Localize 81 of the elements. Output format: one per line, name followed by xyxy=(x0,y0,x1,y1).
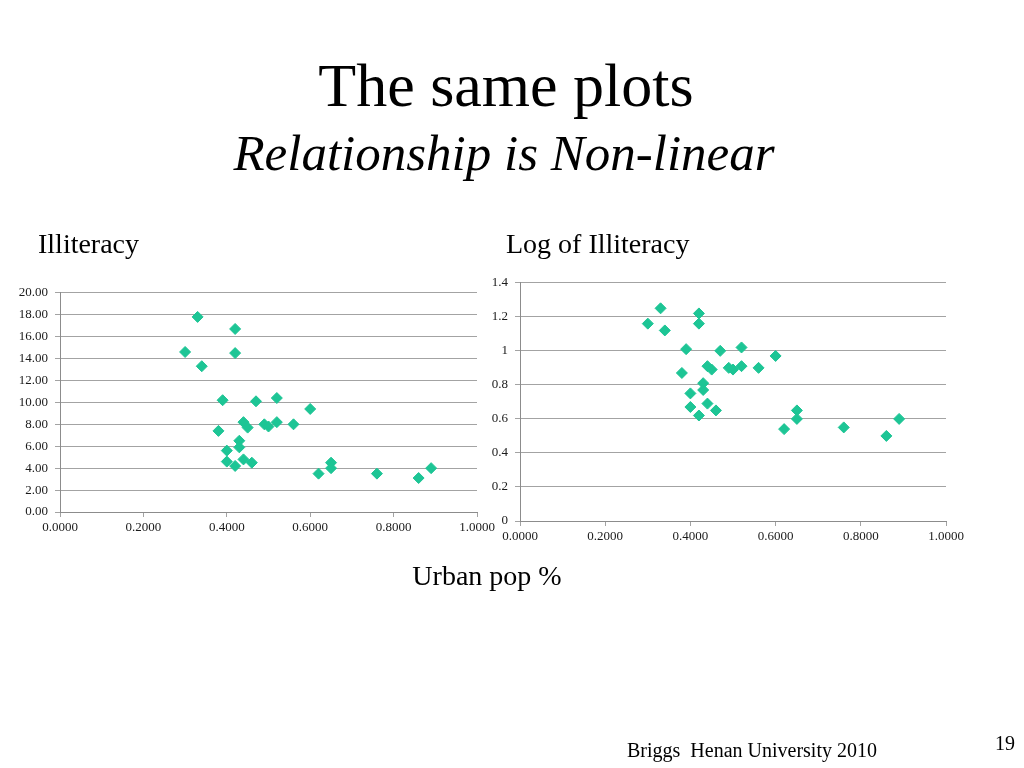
y-tick-label: 10.00 xyxy=(18,393,48,409)
y-tick-label: 20.00 xyxy=(18,284,48,300)
point xyxy=(714,344,727,357)
point xyxy=(684,387,697,400)
point xyxy=(735,341,748,354)
x-axis-title: Urban pop % xyxy=(412,560,562,591)
point xyxy=(212,424,225,437)
point xyxy=(270,392,283,405)
point xyxy=(680,343,693,356)
y-tick-label: 14.00 xyxy=(18,349,48,365)
x-tick-label: 0.2000 xyxy=(125,519,162,535)
point xyxy=(692,317,705,330)
point xyxy=(675,366,688,379)
point xyxy=(195,360,208,373)
point xyxy=(216,394,229,407)
chart-title: The same plots xyxy=(318,51,694,119)
y-tick-label: 0.8 xyxy=(491,376,508,392)
point xyxy=(312,467,325,480)
y-tick-label: 0 xyxy=(501,512,508,528)
y-tick-label: 2.00 xyxy=(25,481,48,497)
point xyxy=(229,322,242,335)
point xyxy=(709,404,722,417)
point xyxy=(701,397,714,410)
y-tick-label: 18.00 xyxy=(18,306,48,322)
point xyxy=(270,416,283,429)
point xyxy=(641,317,654,330)
x-tick-label: 0.0000 xyxy=(502,528,538,544)
point xyxy=(778,423,791,436)
point xyxy=(769,349,782,362)
point xyxy=(229,459,242,472)
point xyxy=(880,429,893,442)
point xyxy=(229,347,242,360)
y-tick-label: 16.00 xyxy=(18,328,48,344)
x-tick-label: 1.0000 xyxy=(459,519,495,535)
x-tick-label: 0.4000 xyxy=(208,519,245,535)
y-axis-title: Illiteracy xyxy=(38,228,140,259)
point xyxy=(220,455,233,468)
point xyxy=(837,421,850,434)
point xyxy=(304,402,317,415)
y-tick-label: 0.6 xyxy=(491,410,509,426)
y-tick-label: 6.00 xyxy=(25,437,48,453)
x-tick-label: 0.8000 xyxy=(375,519,412,535)
point xyxy=(425,462,438,475)
y-axis-title: Log of Illiteracy xyxy=(506,228,690,259)
point xyxy=(237,453,250,466)
point xyxy=(735,360,748,373)
point xyxy=(412,472,425,485)
text: Briggs Henan University 2010 xyxy=(627,739,877,761)
x-tick-label: 0.4000 xyxy=(672,528,709,544)
x-tick-label: 0.6000 xyxy=(292,519,329,535)
point xyxy=(692,409,705,422)
point xyxy=(191,310,204,323)
y-tick-label: 8.00 xyxy=(25,415,48,431)
y-tick-label: 1.2 xyxy=(491,308,508,324)
y-tick-label: 1 xyxy=(501,342,508,358)
point xyxy=(220,444,233,457)
x-tick-label: 0.0000 xyxy=(42,519,78,535)
point xyxy=(654,302,667,315)
y-tick-label: 0.2 xyxy=(491,478,508,494)
x-tick-label: 0.2000 xyxy=(587,528,624,544)
point xyxy=(658,324,671,337)
chart-subtitle: Relationship is Non-linear xyxy=(233,125,775,181)
y-tick-label: 4.00 xyxy=(25,459,48,475)
point xyxy=(893,412,906,425)
y-tick-label: 0.4 xyxy=(491,444,509,460)
x-tick-label: 0.8000 xyxy=(842,528,879,544)
y-tick-label: 1.4 xyxy=(491,274,509,290)
point xyxy=(249,395,262,408)
point xyxy=(692,307,705,320)
x-tick-label: 1.0000 xyxy=(928,528,964,544)
y-tick-label: 0.00 xyxy=(25,503,48,519)
point xyxy=(684,401,697,413)
point xyxy=(370,467,383,480)
point xyxy=(179,345,192,358)
point xyxy=(241,421,254,434)
point xyxy=(752,361,765,374)
text: 19 xyxy=(995,732,1015,754)
point xyxy=(287,418,300,431)
x-tick-label: 0.6000 xyxy=(757,528,794,544)
point xyxy=(245,456,258,469)
y-tick-label: 12.00 xyxy=(18,371,48,387)
